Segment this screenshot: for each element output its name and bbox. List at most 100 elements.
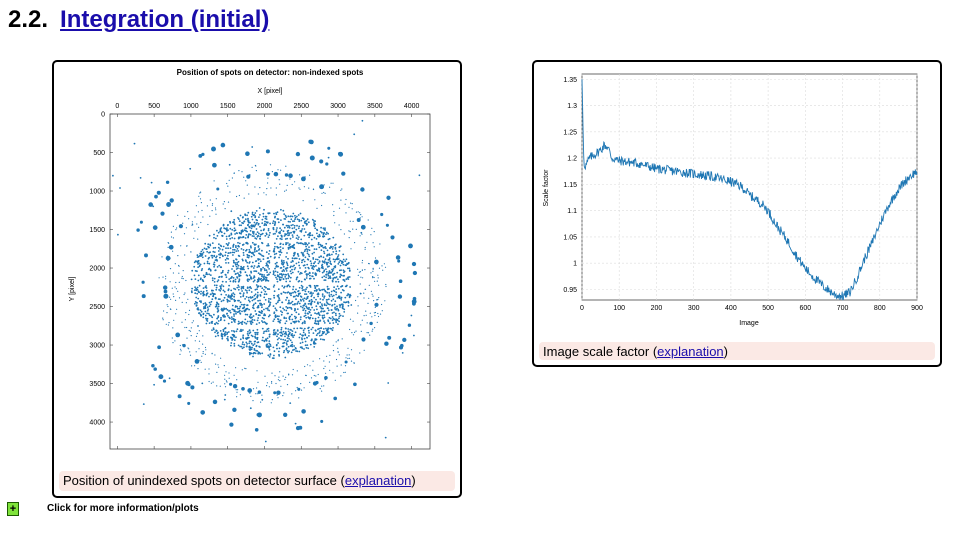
spot-point — [281, 275, 284, 277]
spot-point — [287, 351, 289, 354]
spot-point — [202, 352, 204, 355]
spot-point — [189, 351, 191, 353]
spot-point — [221, 248, 224, 251]
spot-point — [249, 245, 252, 248]
spot-point — [268, 250, 271, 252]
spot-point — [256, 328, 259, 331]
spot-point — [272, 226, 275, 229]
scale-explanation-link[interactable]: explanation — [657, 344, 724, 359]
spot-point — [206, 260, 209, 263]
spot-point — [275, 344, 278, 347]
scale-panel: Image Scale factor 0 100 200 300 400 500 600 70… — [532, 60, 942, 367]
spot-point — [217, 310, 220, 312]
spot-point — [337, 323, 339, 325]
spot-point — [231, 337, 234, 340]
spot-point — [208, 368, 210, 370]
spot-point — [202, 302, 205, 305]
spot-point — [274, 274, 276, 277]
spot-point — [318, 256, 321, 259]
spot-point — [279, 237, 282, 240]
spot-point — [280, 335, 283, 337]
spot-point — [260, 302, 262, 305]
spot-point — [257, 306, 260, 309]
spot-point — [279, 380, 281, 382]
spot-point — [277, 294, 280, 296]
spot-point — [277, 221, 280, 224]
spot-point — [275, 382, 277, 385]
spot-point — [314, 319, 317, 322]
spot-point — [206, 309, 209, 312]
spot-point — [215, 198, 217, 200]
spot-point — [239, 236, 242, 239]
spot-point — [309, 309, 312, 311]
section-title-link[interactable]: Integration (initial) — [60, 6, 270, 33]
more-info-toggle[interactable]: Click for more information/plots — [47, 503, 199, 514]
spot-point — [334, 306, 336, 309]
spot-point — [293, 243, 295, 246]
spot-point — [261, 327, 264, 330]
spot-point — [276, 246, 279, 249]
spot-point — [238, 170, 240, 172]
spot-point — [290, 272, 293, 275]
spot-point — [292, 236, 294, 238]
spots-points — [112, 119, 421, 443]
spot-point — [202, 343, 204, 345]
spot-point — [327, 156, 330, 159]
spot-point — [199, 198, 202, 200]
spot-point — [333, 290, 336, 293]
spot-point — [222, 328, 225, 331]
spot-point — [165, 323, 167, 325]
spot-point — [175, 281, 177, 284]
spot-point — [239, 305, 242, 308]
spot-point — [219, 229, 222, 231]
spot-point — [257, 393, 259, 395]
spot-point — [325, 233, 327, 236]
spot-point — [197, 308, 200, 311]
spot-point — [373, 312, 375, 314]
spot-point — [204, 368, 206, 370]
spot-point — [221, 307, 223, 310]
expand-plus-icon[interactable]: + — [7, 502, 19, 516]
spot-point — [267, 236, 270, 239]
spot-point — [341, 171, 346, 176]
spot-point — [301, 242, 304, 245]
spot-point — [194, 270, 197, 272]
spot-point — [250, 348, 253, 351]
spot-point — [190, 385, 195, 390]
spot-point — [234, 278, 237, 281]
spots-explanation-link[interactable]: explanation — [344, 473, 412, 488]
spot-point — [325, 372, 327, 374]
spot-point — [372, 242, 374, 244]
spot-point — [318, 268, 320, 271]
spot-point — [313, 340, 315, 343]
spot-point — [345, 212, 347, 214]
spot-point — [318, 270, 321, 273]
spot-point — [337, 278, 339, 281]
spot-point — [232, 292, 235, 294]
spot-point — [231, 237, 234, 239]
spot-point — [227, 271, 229, 274]
spot-point — [238, 194, 240, 197]
spot-point — [326, 285, 329, 288]
spot-point — [261, 254, 263, 257]
spot-point — [308, 335, 310, 337]
spots-plot-area: 0 500 1000 1500 2000 2500 3000 3500 400005001000… — [89, 103, 431, 450]
spot-point — [282, 307, 284, 310]
spot-point — [228, 242, 230, 244]
spot-point — [385, 283, 387, 286]
spot-point — [228, 278, 231, 280]
spot-point — [209, 215, 211, 217]
spot-point — [246, 256, 249, 258]
spot-point — [230, 289, 233, 292]
spot-point — [266, 274, 269, 276]
spot-point — [200, 269, 203, 272]
spot-point — [304, 312, 307, 314]
spots-caption-end: ) — [411, 473, 416, 488]
spot-point — [292, 265, 294, 268]
spot-point — [294, 218, 296, 221]
spot-point — [320, 310, 322, 313]
spot-point — [299, 271, 302, 274]
spot-point — [211, 320, 214, 323]
spot-point — [374, 302, 379, 307]
spot-point — [287, 345, 290, 348]
